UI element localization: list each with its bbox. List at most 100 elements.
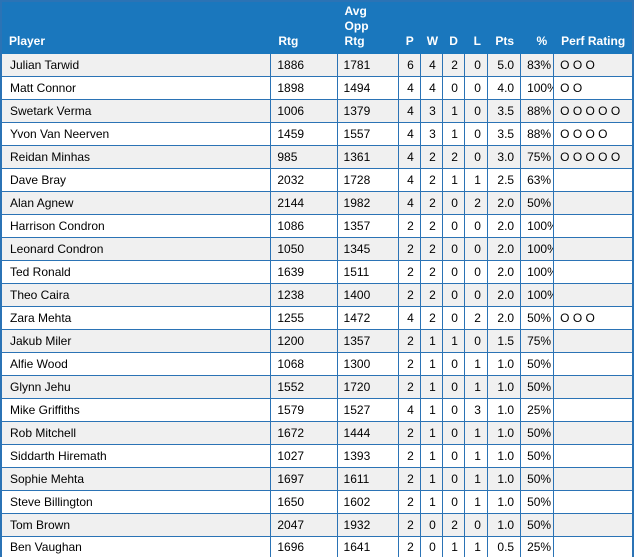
column-header-l: L (463, 0, 488, 54)
cell-pts: 1.0 (486, 490, 522, 514)
cell-d: 1 (441, 122, 465, 146)
cell-d: 0 (441, 467, 465, 491)
cell-d: 0 (441, 283, 465, 307)
cell-p: 4 (397, 76, 421, 100)
cell-w: 2 (419, 168, 443, 192)
cell-l: 3 (463, 398, 488, 422)
table-row: Mike Griffiths 1579 1527 4 1 0 3 1.0 25% (0, 398, 634, 422)
cell-perf_rating (553, 260, 634, 284)
column-header-d: D (441, 0, 465, 54)
table-row: Julian Tarwid 1886 1781 6 4 2 0 5.0 83% O O O (0, 53, 634, 77)
cell-avg_opp_rtg: 1472 (336, 306, 399, 330)
cell-p: 4 (397, 398, 421, 422)
cell-p: 2 (397, 237, 421, 261)
cell-w: 2 (419, 283, 443, 307)
cell-p: 4 (397, 99, 421, 123)
table-row: Steve Billington 1650 1602 2 1 0 1 1.0 50% (0, 490, 634, 514)
cell-pts: 2.0 (486, 237, 522, 261)
cell-avg_opp_rtg: 1982 (336, 191, 399, 215)
cell-pts: 1.0 (486, 375, 522, 399)
cell-perf_rating (553, 214, 634, 238)
cell-p: 2 (397, 513, 421, 537)
cell-player: Swetark Verma (0, 99, 272, 123)
cell-perf_rating (553, 467, 634, 491)
cell-perf_rating (553, 283, 634, 307)
cell-w: 1 (419, 490, 443, 514)
cell-pct: 100% (520, 214, 555, 238)
cell-avg_opp_rtg: 1357 (336, 214, 399, 238)
cell-pts: 1.5 (486, 329, 522, 353)
cell-rtg: 1050 (270, 237, 338, 261)
cell-pts: 2.0 (486, 191, 522, 215)
cell-player: Alan Agnew (0, 191, 272, 215)
cell-d: 0 (441, 76, 465, 100)
cell-l: 1 (463, 352, 488, 376)
cell-d: 0 (441, 237, 465, 261)
cell-perf_rating: O O O O O (553, 145, 634, 169)
cell-l: 0 (463, 99, 488, 123)
cell-rtg: 1459 (270, 122, 338, 146)
cell-player: Tom Brown (0, 513, 272, 537)
cell-w: 1 (419, 375, 443, 399)
cell-l: 0 (463, 513, 488, 537)
cell-w: 4 (419, 53, 443, 77)
cell-p: 2 (397, 467, 421, 491)
cell-perf_rating (553, 329, 634, 353)
cell-pct: 63% (520, 168, 555, 192)
cell-pts: 1.0 (486, 352, 522, 376)
cell-d: 0 (441, 421, 465, 445)
cell-d: 2 (441, 53, 465, 77)
cell-pts: 2.0 (486, 260, 522, 284)
table-body: Julian Tarwid 1886 1781 6 4 2 0 5.0 83% O O O Matt… (0, 53, 634, 557)
cell-d: 0 (441, 352, 465, 376)
cell-p: 2 (397, 490, 421, 514)
cell-pct: 50% (520, 513, 555, 537)
cell-avg_opp_rtg: 1444 (336, 421, 399, 445)
column-header-avg_opp_rtg: Avg Opp Rtg (336, 0, 399, 54)
cell-perf_rating (553, 237, 634, 261)
cell-pct: 25% (520, 536, 555, 557)
cell-player: Rob Mitchell (0, 421, 272, 445)
cell-player: Zara Mehta (0, 306, 272, 330)
table-row: Rob Mitchell 1672 1444 2 1 0 1 1.0 50% (0, 421, 634, 445)
cell-rtg: 1579 (270, 398, 338, 422)
cell-rtg: 1552 (270, 375, 338, 399)
cell-avg_opp_rtg: 1932 (336, 513, 399, 537)
header-row: Player Rtg Avg Opp Rtg P W D L Pts% Perf Rating (0, 0, 634, 54)
cell-perf_rating (553, 444, 634, 468)
cell-w: 1 (419, 467, 443, 491)
cell-rtg: 1027 (270, 444, 338, 468)
cell-l: 1 (463, 467, 488, 491)
cell-perf_rating (553, 536, 634, 557)
cell-player: Sophie Mehta (0, 467, 272, 491)
cell-w: 1 (419, 398, 443, 422)
cell-pts: 3.0 (486, 145, 522, 169)
cell-pct: 50% (520, 375, 555, 399)
cell-perf_rating (553, 490, 634, 514)
cell-player: Reidan Minhas (0, 145, 272, 169)
cell-player: Ted Ronald (0, 260, 272, 284)
cell-pct: 100% (520, 76, 555, 100)
cell-perf_rating: O O O O (553, 122, 634, 146)
cell-pts: 4.0 (486, 76, 522, 100)
cell-l: 1 (463, 536, 488, 557)
cell-player: Leonard Condron (0, 237, 272, 261)
cell-avg_opp_rtg: 1557 (336, 122, 399, 146)
cell-p: 2 (397, 536, 421, 557)
cell-pct: 50% (520, 421, 555, 445)
cell-d: 1 (441, 168, 465, 192)
cell-avg_opp_rtg: 1611 (336, 467, 399, 491)
cell-pct: 88% (520, 122, 555, 146)
table-row: Sophie Mehta 1697 1611 2 1 0 1 1.0 50% (0, 467, 634, 491)
cell-pts: 1.0 (486, 444, 522, 468)
cell-avg_opp_rtg: 1357 (336, 329, 399, 353)
table-row: Dave Bray 2032 1728 4 2 1 1 2.5 63% (0, 168, 634, 192)
cell-l: 0 (463, 329, 488, 353)
cell-p: 4 (397, 122, 421, 146)
cell-rtg: 1639 (270, 260, 338, 284)
cell-l: 2 (463, 191, 488, 215)
cell-d: 0 (441, 260, 465, 284)
